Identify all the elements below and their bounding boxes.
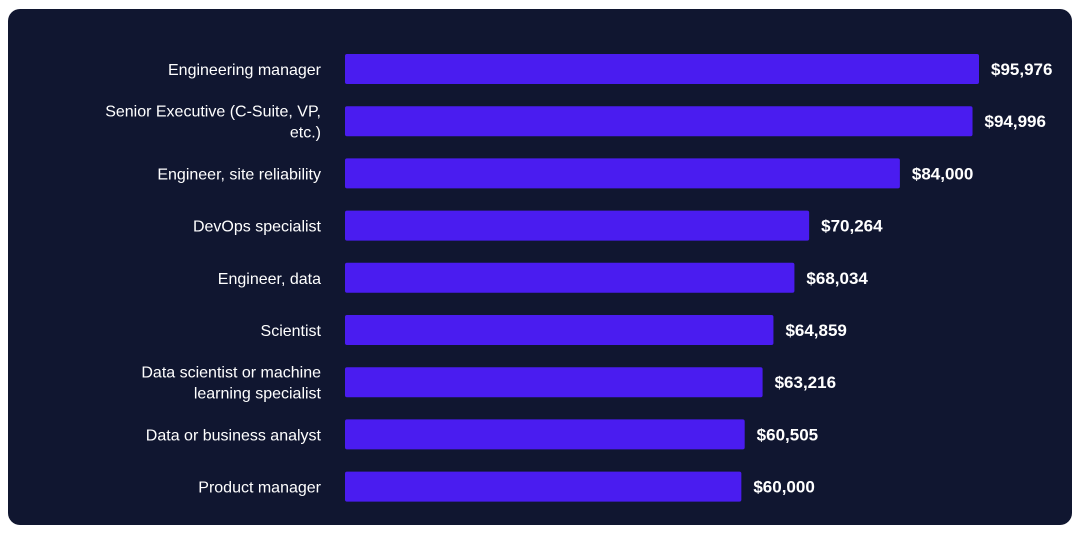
- category-label-line: DevOps specialist: [193, 219, 322, 236]
- category-label-0: Engineering manager: [168, 62, 322, 79]
- bar-6: [345, 367, 763, 398]
- category-label-line: Data scientist or machine: [141, 365, 321, 382]
- category-label-2: Engineer, site reliability: [157, 166, 321, 183]
- category-label-line: learning specialist: [194, 386, 322, 403]
- bar-5: [345, 315, 774, 345]
- value-label-1: $94,996: [985, 112, 1046, 131]
- value-label-6: $63,216: [775, 373, 836, 392]
- value-label-7: $60,505: [757, 425, 818, 444]
- category-label-line: Engineer, data: [218, 271, 321, 288]
- category-label-line: Data or business analyst: [146, 427, 322, 444]
- salary-bar-chart: $95,976 Engineering manager $94,996 Senior …: [105, 54, 1052, 502]
- category-label-7: Data or business analyst: [146, 427, 322, 444]
- bar-4: [345, 262, 795, 293]
- value-label-3: $70,264: [821, 217, 883, 236]
- category-label-3: DevOps specialist: [193, 219, 322, 236]
- category-label-line: Senior Executive (C-Suite, VP,: [105, 104, 321, 121]
- bar-1: [345, 106, 973, 137]
- value-label-2: $84,000: [912, 164, 973, 183]
- bar-8: [345, 471, 742, 502]
- category-label-line: Product manager: [198, 480, 321, 497]
- category-label-line: etc.): [290, 125, 321, 142]
- bar-0: [345, 54, 979, 84]
- category-label-line: Engineering manager: [168, 62, 322, 79]
- bar-3: [345, 210, 810, 241]
- category-label-5: Scientist: [261, 323, 322, 340]
- category-label-line: Engineer, site reliability: [157, 166, 321, 183]
- value-label-5: $64,859: [785, 321, 846, 340]
- chart-card: $95,976 Engineering manager $94,996 Senior …: [8, 9, 1072, 525]
- bar-7: [345, 419, 745, 450]
- category-label-1: Senior Executive (C-Suite, VP, etc.): [105, 104, 321, 142]
- value-label-8: $60,000: [753, 478, 814, 497]
- category-label-6: Data scientist or machine learning specia…: [141, 365, 321, 403]
- value-label-0: $95,976: [991, 60, 1052, 79]
- value-label-4: $68,034: [806, 269, 868, 288]
- category-label-4: Engineer, data: [218, 271, 321, 288]
- category-label-8: Product manager: [198, 480, 321, 497]
- bar-2: [345, 158, 900, 189]
- category-label-line: Scientist: [261, 323, 322, 340]
